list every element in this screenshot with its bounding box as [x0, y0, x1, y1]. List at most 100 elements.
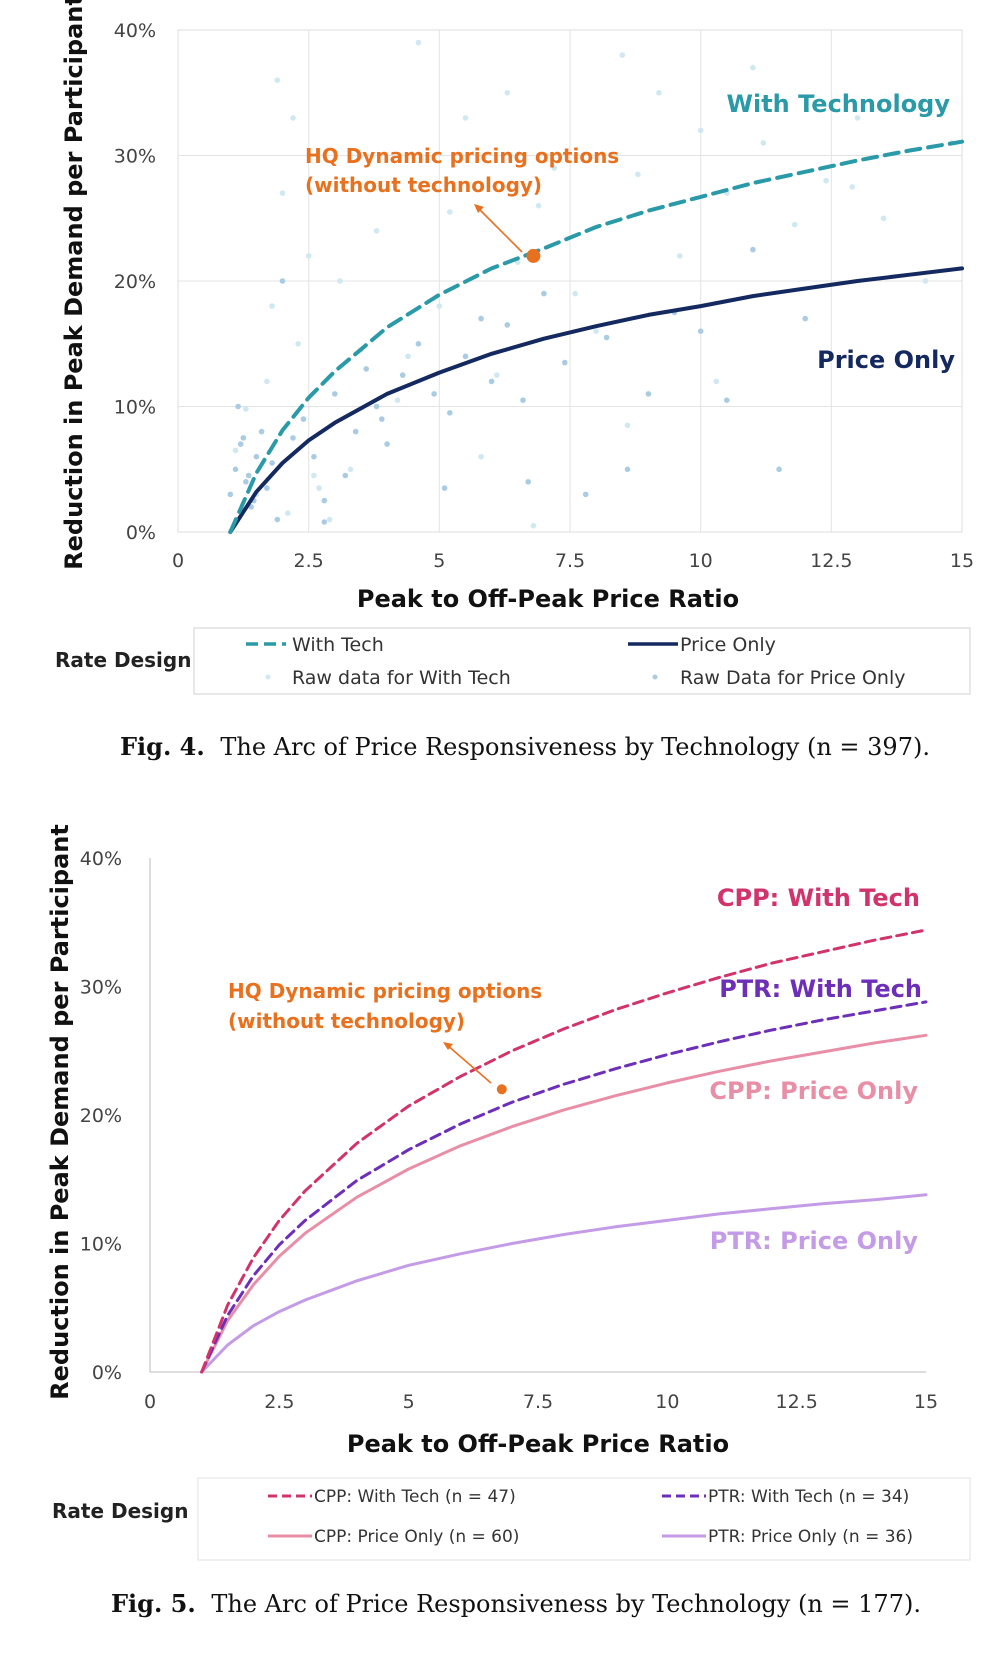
fig5-hq-point — [496, 1084, 507, 1095]
fig5-x-tick-label: 15 — [914, 1391, 938, 1413]
fig5-annotation-arrow — [446, 1044, 492, 1084]
fig4-raw-with-tech-point — [494, 372, 500, 378]
fig4-raw-with-tech-point — [713, 378, 720, 385]
fig4-raw-with-tech-point — [750, 64, 756, 71]
fig4-raw-price-only-point — [478, 315, 484, 322]
fig5-legend: Rate Design CPP: With Tech (n = 47) PTR:… — [52, 1477, 971, 1561]
fig4-raw-price-only-point — [363, 366, 370, 372]
fig4-raw-with-tech-point — [697, 127, 704, 134]
fig4-raw-with-tech-point — [232, 447, 239, 454]
fig4-raw-price-only-point — [441, 485, 448, 491]
fig4-raw-price-only-point — [245, 472, 252, 479]
fig5-legend-ptr-with-tech: PTR: With Tech (n = 34) — [708, 1487, 909, 1507]
fig4-raw-with-tech-point — [337, 278, 343, 284]
fig5-label-ptr-with-tech: PTR: With Tech — [719, 975, 922, 1003]
fig4-raw-price-only-point — [290, 435, 296, 441]
fig4-raw-with-tech-point — [551, 165, 558, 171]
fig5-x-tick-label: 5 — [403, 1391, 415, 1413]
fig4-raw-with-tech-point — [677, 253, 683, 259]
fig5-x-tick-label: 10 — [655, 1391, 679, 1413]
fig4-raw-with-tech-point — [447, 209, 453, 215]
fig4-raw-price-only-point — [258, 428, 265, 435]
fig4-raw-price-only-point — [237, 441, 244, 447]
fig4-legend-raw-with-tech: Raw data for With Tech — [292, 667, 511, 689]
fig4-raw-price-only-point — [541, 290, 547, 297]
fig5-cpp-price-only-series-line — [200, 1033, 928, 1374]
fig4-raw-with-tech-point — [326, 516, 333, 523]
fig4-raw-price-only-point — [264, 485, 270, 491]
fig4-raw-price-only-point — [802, 315, 808, 322]
fig4-raw-with-tech-point — [279, 190, 286, 196]
fig5-legend-cpp-with-tech: CPP: With Tech (n = 47) — [314, 1487, 516, 1507]
fig4-raw-with-tech-point — [311, 472, 317, 479]
fig4-raw-price-only-point — [447, 410, 453, 416]
fig4-raw-price-only-point — [352, 428, 359, 435]
fig4-raw-with-tech-point — [572, 290, 578, 297]
fig4-raw-price-only-point — [332, 391, 338, 397]
fig4-raw-with-tech-point — [264, 378, 270, 385]
fig5-x-tick-label: 0 — [144, 1391, 156, 1413]
fig5-curves — [200, 928, 928, 1374]
fig4-x-tick-label: 7.5 — [555, 550, 585, 572]
fig5-label-cpp-price-only: CPP: Price Only — [709, 1077, 918, 1105]
fig4-raw-with-tech-point — [854, 115, 861, 121]
fig4-caption-text: The Arc of Price Responsiveness by Techn… — [220, 733, 930, 761]
fig4-raw-price-only-point — [724, 397, 730, 404]
fig5-y-tick-label: 10% — [80, 1234, 122, 1256]
fig4-raw-with-tech-point — [373, 228, 380, 234]
fig5-x-tick-label: 2.5 — [264, 1391, 294, 1413]
fig4-raw-price-only-point — [311, 453, 317, 460]
fig5-annotation-hq-line2: (without technology) — [228, 1009, 465, 1033]
fig4-x-tick-label: 12.5 — [810, 550, 852, 572]
fig4-raw-with-tech-point — [624, 422, 631, 429]
fig4-raw-price-only-point — [776, 466, 782, 473]
fig4-raw-with-tech-point — [405, 353, 411, 360]
fig4-raw-price-only-point — [300, 416, 307, 422]
fig4-raw-price-only-point — [645, 391, 652, 397]
fig4-label-price-only: Price Only — [817, 346, 955, 374]
fig4-y-tick-label: 10% — [114, 397, 156, 419]
fig5-caption: Fig. 5. The Arc of Price Responsiveness … — [111, 1589, 921, 1618]
fig5-x-tick-label: 12.5 — [776, 1391, 818, 1413]
fig4-raw-price-only-point — [269, 460, 275, 466]
fig4-raw-price-only-point — [520, 397, 526, 404]
fig4-y-tick-labels: 0% 10% 20% 30% 40% — [114, 20, 156, 544]
fig4-raw-price-only-point — [321, 497, 328, 504]
fig4-raw-price-only-point — [243, 479, 249, 485]
fig5-y-tick-label: 30% — [80, 977, 122, 999]
fig4-x-tick-label: 5 — [433, 550, 445, 572]
fig4-x-axis-title: Peak to Off-Peak Price Ratio — [357, 585, 739, 613]
fig5-legend-title: Rate Design — [52, 1499, 188, 1523]
fig4-annotation-arrow — [475, 205, 523, 253]
fig5-legend-ptr-price-only: PTR: Price Only (n = 36) — [708, 1527, 913, 1547]
fig4-caption-label: Fig. 4. — [120, 732, 205, 761]
fig4-curves — [228, 139, 964, 534]
fig4-raw-price-only-point — [415, 341, 422, 347]
fig4-raw-with-tech-point — [243, 406, 249, 412]
fig4-gridlines — [178, 30, 962, 532]
fig5-y-tick-label: 20% — [80, 1105, 122, 1127]
fig4-raw-price-only-point — [240, 435, 247, 441]
fig5-caption-label: Fig. 5. — [111, 1589, 196, 1618]
fig4-raw-price-only-point — [488, 378, 495, 385]
fig4-raw-with-tech-point — [394, 397, 401, 404]
fig4-raw-price-only-point — [342, 472, 349, 479]
fig4-raw-with-tech-point — [295, 341, 302, 347]
fig4-legend-price-only: Price Only — [680, 634, 776, 656]
fig5-y-tick-labels: 0% 10% 20% 30% 40% — [80, 848, 122, 1384]
fig4-raw-with-tech-point — [415, 39, 422, 46]
fig4-x-tick-labels: 0 2.5 5 7.5 10 12.5 15 — [172, 550, 974, 572]
fig4-raw-with-tech-point — [504, 90, 511, 96]
fig4-hq-point — [526, 248, 541, 263]
fig4-raw-with-tech-point — [823, 177, 829, 184]
fig4-raw-price-only-point — [624, 466, 631, 473]
fig4-raw-with-tech-point — [462, 115, 469, 121]
fig4-caption: Fig. 4. The Arc of Price Responsiveness … — [120, 732, 930, 761]
fig4-raw-with-tech-point — [849, 184, 855, 190]
fig4-legend: Rate Design With Tech Price Only Raw dat… — [55, 627, 971, 695]
fig5-annotation-hq-line1: HQ Dynamic pricing options — [228, 979, 542, 1003]
fig4-legend-title: Rate Design — [55, 648, 191, 672]
fig4-raw-price-only-point — [279, 278, 286, 284]
fig4-legend-swatch-raw-price — [652, 674, 658, 680]
